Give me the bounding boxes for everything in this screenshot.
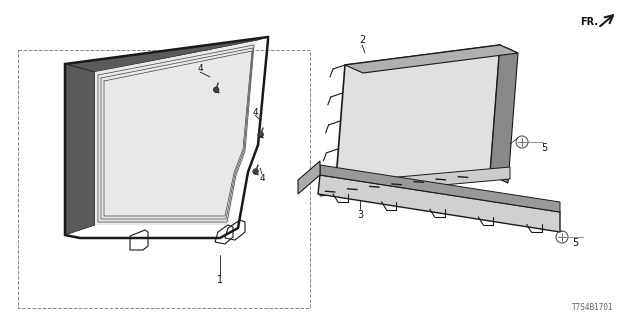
Polygon shape [318, 175, 560, 232]
Text: 5: 5 [541, 143, 547, 153]
Polygon shape [95, 42, 255, 225]
Text: 2: 2 [359, 35, 365, 45]
Text: 4: 4 [259, 173, 265, 182]
Polygon shape [490, 45, 518, 183]
Polygon shape [298, 161, 320, 194]
Text: 1: 1 [217, 275, 223, 285]
Circle shape [258, 132, 264, 137]
Text: FR.: FR. [580, 17, 598, 27]
Polygon shape [320, 165, 560, 212]
Text: 3: 3 [357, 210, 363, 220]
Circle shape [253, 169, 259, 174]
Text: T7S4B1701: T7S4B1701 [572, 303, 614, 313]
Polygon shape [320, 167, 510, 196]
Polygon shape [335, 45, 500, 192]
Polygon shape [65, 64, 95, 235]
Polygon shape [65, 37, 268, 72]
Polygon shape [345, 45, 518, 73]
Circle shape [213, 87, 219, 92]
Text: 4: 4 [197, 63, 203, 73]
Text: 4: 4 [252, 108, 258, 116]
Text: 5: 5 [572, 238, 579, 248]
